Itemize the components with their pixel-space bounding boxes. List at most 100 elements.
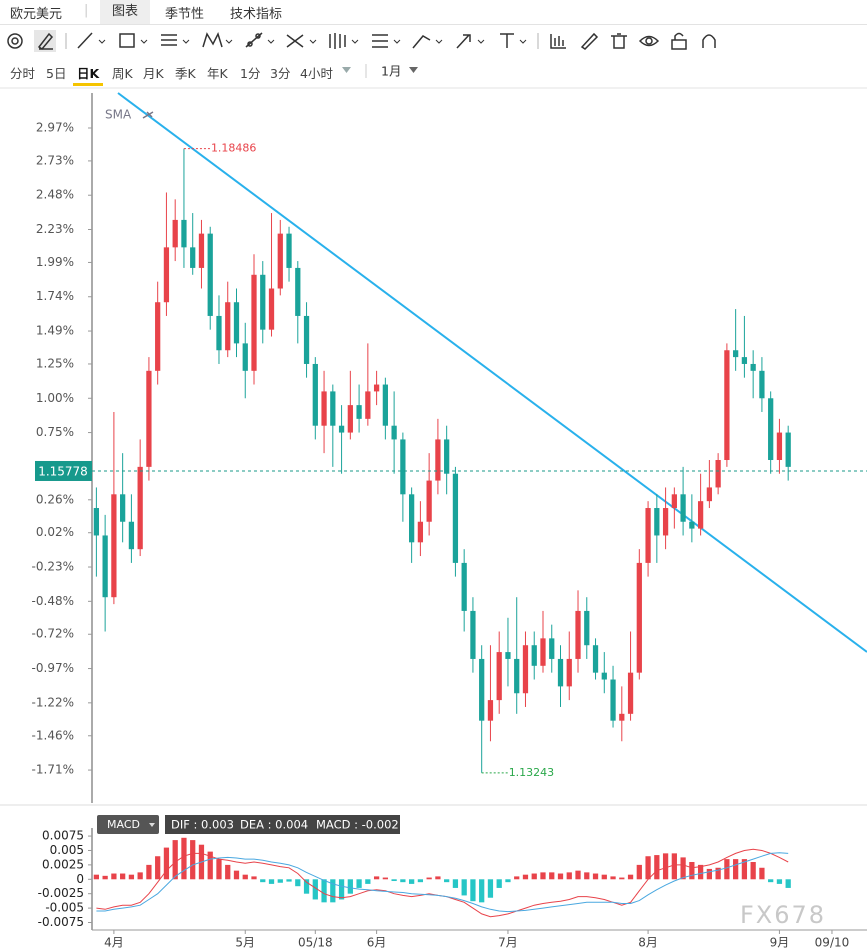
y-tick-label: -1.22% <box>32 695 74 709</box>
candle-body <box>733 350 739 358</box>
candle-body <box>768 398 774 461</box>
tab[interactable]: 季节性 <box>165 7 205 22</box>
readout-box <box>165 815 400 834</box>
candle-body <box>268 288 275 330</box>
tool-icon[interactable] <box>77 32 106 49</box>
macd-bar <box>592 873 599 880</box>
pin-icon[interactable] <box>142 111 154 119</box>
tool-icon[interactable] <box>550 34 566 49</box>
y-tick-label: 2.48% <box>36 188 74 202</box>
tool-icon[interactable] <box>611 33 627 49</box>
indicator-select[interactable] <box>97 815 159 834</box>
y-tick-label: 1.74% <box>36 289 74 303</box>
interval[interactable]: 季K <box>175 66 196 81</box>
x-tick-label: 5月 <box>235 936 255 950</box>
macd-bar <box>575 870 581 880</box>
candle-body <box>452 473 459 563</box>
candle-body <box>295 267 301 316</box>
candle-body <box>627 672 634 714</box>
macd-bar <box>470 879 476 902</box>
candle-body <box>706 487 712 502</box>
tool-icon[interactable] <box>671 32 687 50</box>
tool-icon[interactable] <box>702 34 716 48</box>
candle-body <box>242 343 248 371</box>
tool-icon[interactable] <box>580 32 599 50</box>
y-tick-label: 0.0075 <box>42 829 84 843</box>
trend-line[interactable] <box>117 92 867 653</box>
macd-bar <box>505 879 511 883</box>
candle-body <box>260 274 266 330</box>
candle-body <box>444 439 450 474</box>
interval[interactable]: 分时 <box>10 66 36 81</box>
tool-icon[interactable] <box>329 33 359 49</box>
interval[interactable]: 日K <box>77 66 100 81</box>
candle-body <box>93 508 100 536</box>
tab[interactable]: 图表 <box>100 0 151 24</box>
macd-bar <box>444 879 450 883</box>
interval[interactable]: 3分 <box>270 66 291 81</box>
candle-body <box>303 315 310 364</box>
y-tick-label: -0.72% <box>32 627 74 641</box>
interval[interactable]: 月K <box>143 66 164 81</box>
symbol[interactable]: 欧元美元 <box>10 7 63 22</box>
tool-icon[interactable] <box>372 34 401 48</box>
y-tick-label: 1.00% <box>36 391 74 405</box>
candle-body <box>207 233 213 316</box>
candle-body <box>697 501 704 529</box>
macd-bar <box>303 879 310 894</box>
dropdown-arrow[interactable] <box>409 67 418 73</box>
tool-icon[interactable] <box>7 33 23 49</box>
y-tick-label: -1.46% <box>32 728 74 742</box>
candle-body <box>338 425 345 433</box>
range[interactable]: 1月 <box>381 64 401 79</box>
macd-bar <box>496 879 502 888</box>
macd-bar <box>461 879 467 896</box>
macd-bar <box>557 873 564 880</box>
dropdown-arrow[interactable] <box>342 67 351 73</box>
macd-bar <box>671 853 677 880</box>
indicator-name: MACD <box>107 818 140 831</box>
tool-icon[interactable] <box>456 34 485 49</box>
tool-icon[interactable] <box>245 32 275 48</box>
macd-bar <box>286 879 292 882</box>
tool-icon[interactable] <box>500 33 527 48</box>
macd-bar <box>409 879 415 884</box>
y-tick-label: 2.73% <box>36 153 74 167</box>
candle-body <box>155 302 161 371</box>
tool-icon[interactable] <box>202 31 233 48</box>
interval[interactable]: 年K <box>207 66 228 81</box>
tool-icon[interactable] <box>638 35 660 47</box>
interval[interactable]: 5日 <box>46 66 67 81</box>
candle-body <box>461 562 467 611</box>
y-tick-label: 0.005 <box>50 843 84 857</box>
candle-body <box>540 638 546 666</box>
macd-bar <box>260 879 266 883</box>
macd-bar <box>741 859 748 880</box>
y-tick-label: 0 <box>76 872 84 886</box>
macd-bar <box>330 879 336 903</box>
candle-body <box>356 405 362 419</box>
candle-body <box>181 219 187 248</box>
interval[interactable]: 4小时 <box>300 66 333 81</box>
candle-body <box>505 652 511 659</box>
tool-icon[interactable] <box>161 34 190 46</box>
tool-icon[interactable] <box>119 33 148 48</box>
macd-bar <box>487 879 494 898</box>
macd-bar <box>426 877 432 880</box>
tool-icon[interactable] <box>286 34 317 48</box>
candle-body <box>391 425 397 440</box>
tool-icon[interactable] <box>412 35 443 49</box>
candle-body <box>557 658 564 687</box>
candle-body <box>689 521 695 529</box>
macd-bar <box>338 879 345 900</box>
interval[interactable]: 1分 <box>240 66 261 81</box>
interval[interactable]: 周K <box>112 66 133 81</box>
macd-bar <box>120 873 126 880</box>
candle-body <box>373 384 380 392</box>
candle-body <box>575 610 581 659</box>
x-tick-label: 6月 <box>367 936 387 950</box>
tab[interactable]: 技术指标 <box>230 7 283 22</box>
macd-bar <box>102 875 108 880</box>
tool-icon[interactable] <box>37 32 54 50</box>
